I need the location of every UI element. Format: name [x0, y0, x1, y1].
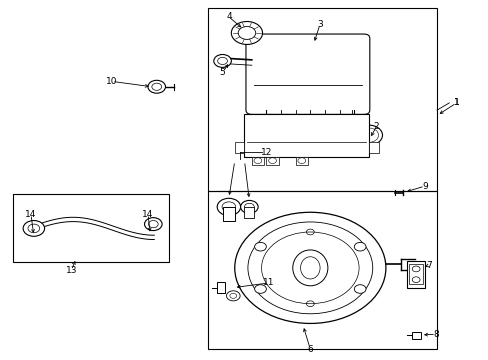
Text: 10: 10 — [106, 77, 118, 86]
Text: 11: 11 — [263, 278, 274, 287]
Bar — [207, 8, 436, 191]
Bar — [251, 157, 264, 165]
Circle shape — [148, 80, 165, 93]
Text: 3: 3 — [317, 19, 322, 28]
Text: 7: 7 — [425, 261, 431, 270]
Circle shape — [217, 198, 240, 216]
Text: 12: 12 — [260, 148, 272, 157]
Circle shape — [234, 212, 385, 323]
Bar — [244, 114, 368, 157]
Circle shape — [231, 22, 262, 44]
Text: 2: 2 — [372, 122, 378, 131]
Bar — [244, 207, 254, 218]
Bar — [13, 194, 168, 262]
Circle shape — [226, 291, 240, 301]
Bar — [216, 282, 224, 293]
Text: 1: 1 — [453, 98, 459, 107]
Bar — [266, 157, 278, 165]
Circle shape — [23, 221, 44, 236]
Text: 5: 5 — [219, 68, 225, 77]
Circle shape — [354, 242, 365, 251]
Text: 13: 13 — [65, 266, 77, 275]
Bar — [234, 142, 244, 153]
Bar — [408, 264, 422, 284]
Bar — [411, 332, 420, 338]
Circle shape — [240, 201, 258, 213]
Bar — [295, 157, 307, 165]
Circle shape — [354, 285, 365, 293]
Text: 1: 1 — [453, 98, 459, 107]
Bar — [223, 207, 234, 221]
Text: 8: 8 — [432, 330, 438, 339]
Text: 9: 9 — [421, 181, 427, 190]
Text: 6: 6 — [307, 345, 312, 354]
Text: 4: 4 — [225, 12, 231, 21]
Circle shape — [213, 54, 231, 67]
Bar — [207, 191, 436, 348]
Text: 14: 14 — [25, 210, 37, 219]
Circle shape — [254, 242, 266, 251]
Circle shape — [254, 285, 266, 293]
Bar — [406, 261, 425, 288]
Text: 14: 14 — [142, 210, 153, 219]
Bar — [368, 142, 378, 153]
Circle shape — [144, 218, 162, 230]
